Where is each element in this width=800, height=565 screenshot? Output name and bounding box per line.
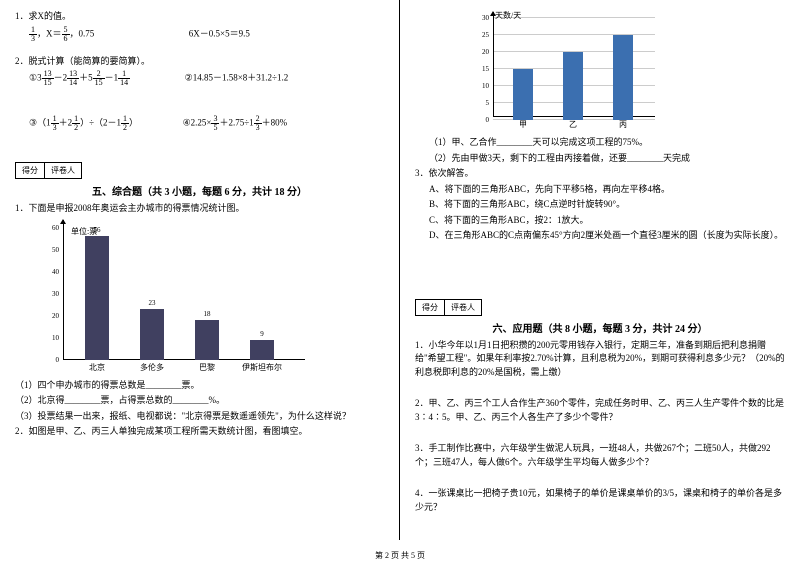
r-q2b: （2）先由甲做3天，剩下的工程由丙接着做，还要________天完成 (415, 152, 785, 166)
s5-q1c: （3）投票结果一出来，报纸、电视都说："北京得票是数遥遥领先"，为什么这样说？ (15, 410, 384, 424)
q2-row2: ③（113＋212）÷（2－112） ④2.25×35＋2.75÷123＋80% (15, 115, 384, 132)
s6-q2: 2．甲、乙、丙三个工人合作生产360个零件，完成任务时甲、乙、丙三人生产零件个数… (415, 397, 785, 424)
page-footer: 第 2 页 共 5 页 (0, 550, 800, 561)
scorebox-6: 得分评卷人 (415, 293, 785, 318)
q2-row1: ①31315－21314＋5215－1114 ②14.85－1.58×8＋31.… (15, 70, 384, 87)
s5-q1b: （2）北京得________票，占得票总数的________%。 (15, 394, 384, 408)
s6-q4: 4．一张课桌比一把椅子贵10元，如果椅子的单价是课桌单价的3/5，课桌和椅子的单… (415, 487, 785, 514)
q1-equations: 13，X＝56，0.75 6X－0.5×5＝9.5 (15, 26, 384, 43)
s6-q1: 1．小华今年以1月1日把积攒的200元零用钱存入银行，定期三年，准备到期后把利息… (415, 339, 785, 380)
chart-days: 051015202530甲乙丙天数/天 (465, 12, 665, 132)
r-q3d: D、在三角形ABC的C点南偏东45°方向2厘米处画一个直径3厘米的圆（长度为实际… (415, 229, 785, 243)
chart-vote: 0102030405060北京56多伦多23巴黎18伊斯坦布尔9单位:票 (35, 220, 315, 375)
section-5-title: 五、综合题（共 3 小题，每题 6 分，共计 18 分） (15, 183, 384, 198)
s5-q2: 2．如图是甲、乙、丙三人单独完成某项工程所需天数统计图，看图填空。 (15, 425, 384, 439)
r-q2a: （1）甲、乙合作________天可以完成这项工程的75%。 (415, 136, 785, 150)
s5-q1a: （1）四个申办城市的得票总数是________票。 (15, 379, 384, 393)
left-column: 1．求X的值。 13，X＝56，0.75 6X－0.5×5＝9.5 2．脱式计算… (0, 0, 400, 540)
r-q3a: A、将下面的三角形ABC，先向下平移5格，再向左平移4格。 (415, 183, 785, 197)
r-q3b: B、将下面的三角形ABC，绕C点逆时针旋转90°。 (415, 198, 785, 212)
right-column: 051015202530甲乙丙天数/天 （1）甲、乙合作________天可以完… (400, 0, 800, 540)
r-q3-title: 3．依次解答。 (415, 167, 785, 181)
q2-title: 2．脱式计算（能简算的要简算）。 (15, 55, 384, 69)
s5-q1: 1．下面是申报2008年奥运会主办城市的得票情况统计图。 (15, 202, 384, 216)
section-6-title: 六、应用题（共 8 小题，每题 3 分，共计 24 分） (415, 320, 785, 335)
scorebox-5: 得分评卷人 (15, 156, 384, 181)
r-q3c: C、将下面的三角形ABC，按2：1放大。 (415, 214, 785, 228)
s6-q3: 3．手工制作比赛中，六年级学生做泥人玩具，一班48人，共做267个；二班50人，… (415, 442, 785, 469)
q1-title: 1．求X的值。 (15, 10, 384, 24)
